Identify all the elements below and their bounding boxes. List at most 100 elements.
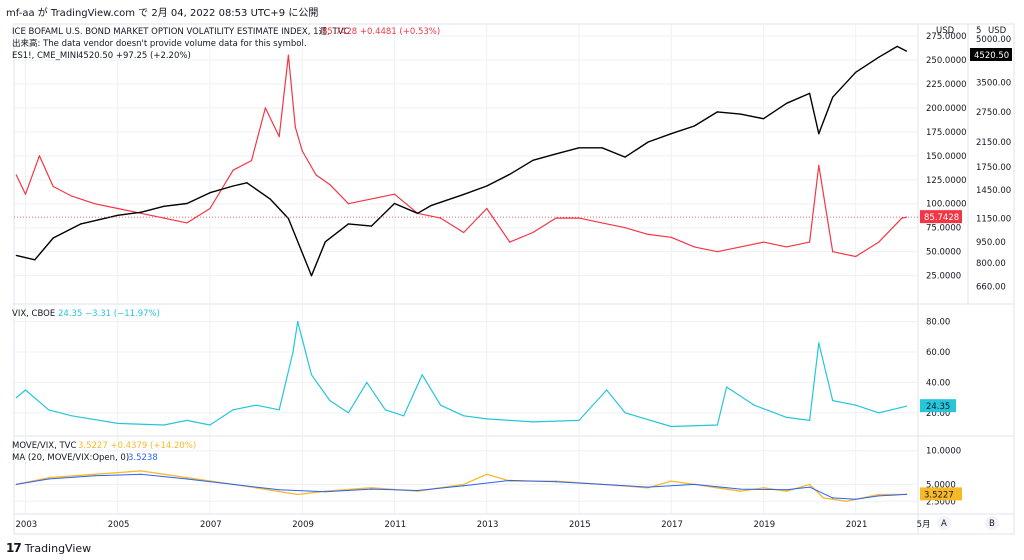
data-point <box>301 150 303 152</box>
data-point <box>297 493 299 496</box>
data-point <box>15 174 17 176</box>
data-point <box>94 203 96 205</box>
y-tick-label: 150.0000 <box>926 152 967 162</box>
data-point <box>94 473 96 475</box>
data-point <box>370 487 373 489</box>
data-point <box>324 491 326 493</box>
data-point <box>292 351 294 353</box>
data-point <box>509 479 511 481</box>
y2-tick-label: 2150.00 <box>976 138 1011 148</box>
data-point <box>255 404 257 406</box>
y-tick-label: 2.5000 <box>926 497 956 507</box>
data-point <box>716 424 718 426</box>
data-point <box>232 483 234 486</box>
data-point <box>347 203 349 205</box>
data-point <box>47 409 50 411</box>
y2-tick-label: 5000.00 <box>976 35 1011 45</box>
data-point <box>878 495 880 497</box>
x-tick-label: 2015 <box>569 520 591 530</box>
data-point <box>832 497 834 499</box>
data-point <box>878 241 880 243</box>
data-point <box>845 500 848 502</box>
data-point <box>370 488 373 490</box>
data-point <box>15 483 17 486</box>
data-point <box>905 493 908 495</box>
data-point <box>739 490 742 492</box>
data-point <box>416 489 419 492</box>
y2-tick-label: 950.00 <box>976 238 1006 248</box>
data-point <box>905 50 908 52</box>
tradingview-logo[interactable]: 17 TradingView <box>6 541 91 555</box>
data-point <box>716 111 718 113</box>
data-point <box>117 422 119 425</box>
legend-move-title: ICE BOFAML U.S. BOND MARKET OPTION VOLAT… <box>12 27 349 37</box>
y-tick-label: 10.0000 <box>926 447 961 457</box>
data-point <box>647 486 649 488</box>
data-point <box>294 126 296 128</box>
data-point <box>140 470 142 472</box>
tradingview-mark-icon: 17 <box>6 541 22 555</box>
data-point <box>430 204 433 206</box>
data-point <box>624 227 626 229</box>
data-point <box>416 212 419 214</box>
data-point <box>855 404 857 406</box>
data-point <box>606 389 608 391</box>
data-point <box>693 125 695 127</box>
data-point <box>324 241 326 243</box>
x-tick-label: 2003 <box>16 520 38 530</box>
data-point <box>855 255 857 258</box>
log-scale-label: B <box>989 519 995 529</box>
tradingview-logo-text: TradingView <box>24 541 92 555</box>
data-point <box>532 421 534 423</box>
currency-label: USD <box>988 26 1007 36</box>
y2-tick-label: 1750.00 <box>976 163 1011 173</box>
data-point <box>287 54 290 56</box>
data-point <box>818 133 820 135</box>
data-point <box>624 412 626 414</box>
data-point <box>486 418 488 420</box>
data-point <box>232 409 234 411</box>
data-point <box>601 222 603 224</box>
data-point <box>739 488 742 490</box>
data-point <box>278 489 280 491</box>
data-point <box>440 217 442 219</box>
y-tick-label: 60.00 <box>926 348 950 358</box>
data-point <box>463 415 465 417</box>
data-point <box>52 185 54 188</box>
data-point <box>315 174 317 176</box>
data-point <box>186 222 188 224</box>
data-point <box>647 233 649 236</box>
data-point <box>555 217 557 219</box>
data-point <box>94 475 96 477</box>
data-point <box>393 202 396 205</box>
data-point <box>809 92 811 94</box>
currency-label: USD <box>936 26 955 36</box>
data-point <box>370 225 373 227</box>
y-tick-label: 80.00 <box>926 318 950 328</box>
data-point <box>555 481 557 483</box>
data-point <box>878 493 880 496</box>
data-point <box>80 223 82 225</box>
y-tick-label: 275.0000 <box>926 32 967 42</box>
data-point <box>246 182 248 184</box>
data-point <box>809 241 811 243</box>
data-point <box>440 404 442 406</box>
auto-scale-label: A <box>941 519 947 529</box>
data-point <box>670 236 672 238</box>
data-point <box>818 342 820 344</box>
data-point <box>329 400 331 402</box>
data-point <box>421 374 423 376</box>
last-price-badge <box>970 48 1012 61</box>
data-point <box>785 490 788 492</box>
data-point <box>347 223 349 225</box>
data-point <box>832 400 834 402</box>
data-point <box>785 489 788 491</box>
y-tick-label: 5.0000 <box>926 480 956 490</box>
data-point <box>24 389 27 391</box>
data-point <box>509 241 511 243</box>
auto-scale-button <box>937 516 951 530</box>
data-point <box>809 486 811 488</box>
data-point <box>140 211 142 213</box>
data-point <box>278 136 280 138</box>
